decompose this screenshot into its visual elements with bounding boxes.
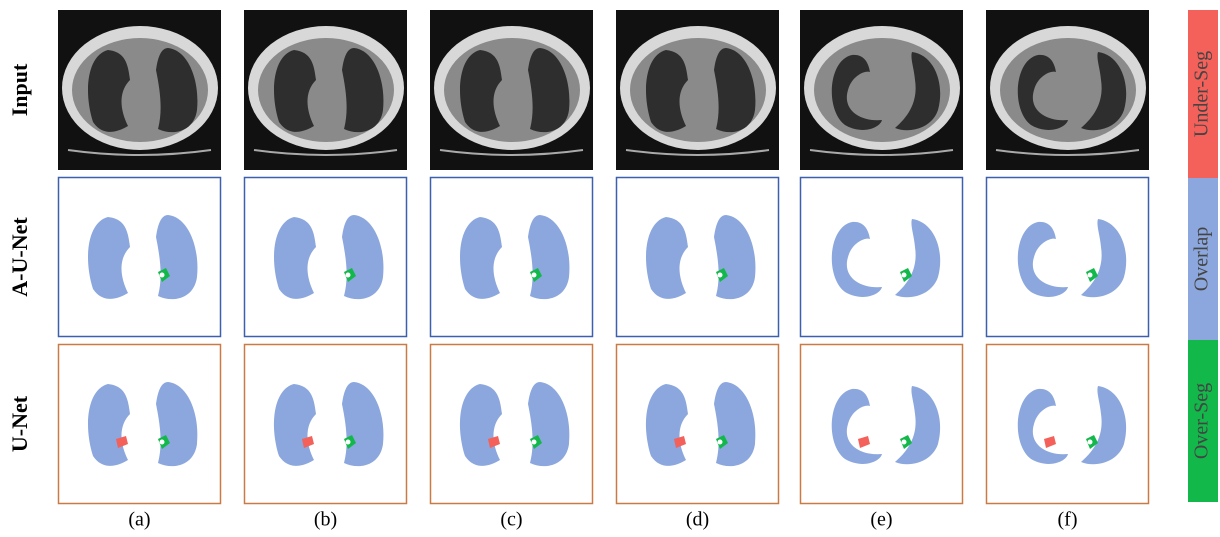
ct-image bbox=[986, 10, 1149, 170]
ct-image bbox=[430, 10, 593, 170]
segmentation-mask bbox=[801, 345, 963, 504]
hole bbox=[1088, 273, 1093, 278]
hole bbox=[160, 440, 165, 445]
legend-label: Under-Seg bbox=[1191, 51, 1213, 137]
hole bbox=[718, 440, 723, 445]
legend-label: Over-Seg bbox=[1191, 383, 1213, 459]
column-label: (d) bbox=[686, 509, 709, 531]
legend-label: Overlap bbox=[1191, 227, 1213, 291]
column-label: (b) bbox=[314, 509, 337, 531]
column-label: (c) bbox=[500, 509, 522, 531]
hole bbox=[346, 273, 351, 278]
segmentation-mask bbox=[245, 345, 407, 504]
hole bbox=[718, 273, 723, 278]
ct-image bbox=[244, 10, 407, 170]
ct-image bbox=[616, 10, 779, 170]
hole bbox=[532, 273, 537, 278]
column-label: (a) bbox=[128, 509, 150, 531]
column-label: (e) bbox=[870, 509, 892, 531]
hole bbox=[902, 440, 907, 445]
segmentation-mask bbox=[617, 345, 779, 504]
segmentation-mask bbox=[431, 178, 593, 337]
segmentation-mask bbox=[617, 178, 779, 337]
segmentation-mask bbox=[801, 178, 963, 337]
ct-image bbox=[800, 10, 963, 170]
hole bbox=[160, 273, 165, 278]
segmentation-mask bbox=[431, 345, 593, 504]
segmentation-mask bbox=[987, 178, 1149, 337]
segmentation-mask bbox=[245, 178, 407, 337]
column-label: (f) bbox=[1058, 509, 1078, 531]
row-label: A-U-Net bbox=[7, 217, 32, 297]
hole bbox=[346, 440, 351, 445]
ct-image bbox=[58, 10, 221, 170]
hole bbox=[532, 440, 537, 445]
segmentation-mask bbox=[987, 345, 1149, 504]
hole bbox=[1088, 440, 1093, 445]
row-label: Input bbox=[7, 63, 32, 116]
segmentation-mask bbox=[59, 345, 221, 504]
segmentation-mask bbox=[59, 178, 221, 337]
hole bbox=[902, 273, 907, 278]
figure: Input A-U-Net U-Net (a) (b) (c) (d) (e) (f) Under… bbox=[0, 0, 1220, 537]
row-label: U-Net bbox=[7, 395, 32, 452]
